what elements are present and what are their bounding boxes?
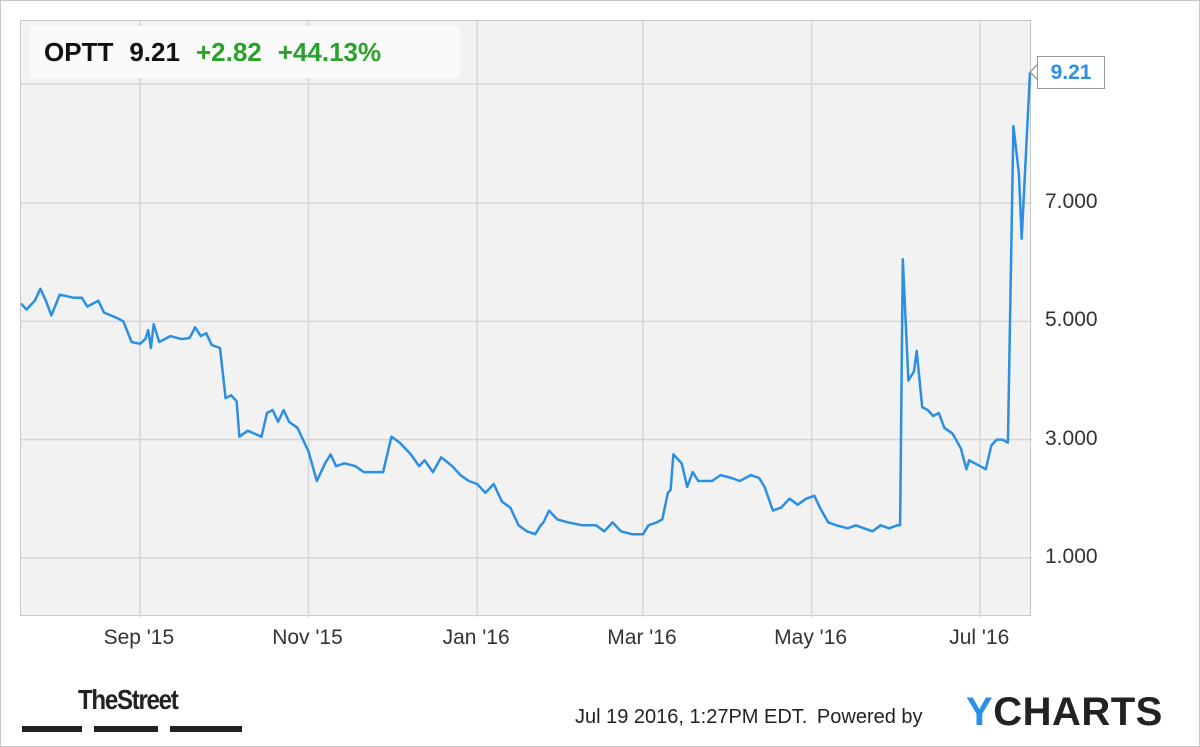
y-tick-label: 3.000: [1045, 426, 1098, 450]
quote-header: OPTT 9.21 +2.82 +44.13%: [30, 26, 460, 78]
x-tick-label: Sep '15: [103, 626, 175, 649]
timestamp: Jul 19 2016, 1:27PM EDT.: [575, 706, 808, 728]
footer-attribution: Jul 19 2016, 1:27PM EDT. Powered by: [575, 706, 927, 729]
thestreet-logo-bar: [94, 726, 158, 732]
ticker-symbol: OPTT: [44, 36, 114, 67]
x-tick-label: Nov '15: [272, 626, 343, 649]
plot-area: [20, 20, 1032, 617]
x-tick-label: Mar '16: [607, 626, 677, 649]
y-tick-label: 7.000: [1045, 190, 1098, 214]
x-tick-label: May '16: [774, 626, 848, 649]
last-price-pointer-fill: [1031, 64, 1039, 80]
y-tick-label: 1.000: [1045, 544, 1098, 568]
ycharts-logo-y: Y: [966, 690, 994, 734]
current-price: 9.21: [129, 36, 180, 67]
y-tick-label: 5.000: [1045, 308, 1098, 332]
series-line-optt: [21, 72, 1032, 536]
x-tick-label: Jul '16: [949, 626, 1010, 649]
last-price-label: 9.21: [1037, 56, 1105, 89]
powered-by-text: Powered by: [816, 706, 923, 728]
x-tick-label: Jan '16: [442, 626, 510, 649]
price-chart: [21, 21, 1032, 617]
thestreet-logo-text: TheStreet: [78, 684, 179, 715]
price-change-percent: +44.13%: [277, 36, 382, 67]
thestreet-logo-bar: [22, 726, 82, 732]
thestreet-logo-bar: [170, 726, 242, 732]
ycharts-logo[interactable]: YCHARTS: [966, 690, 1163, 735]
ycharts-logo-rest: CHARTS: [993, 690, 1163, 734]
price-change: +2.82: [195, 36, 262, 67]
